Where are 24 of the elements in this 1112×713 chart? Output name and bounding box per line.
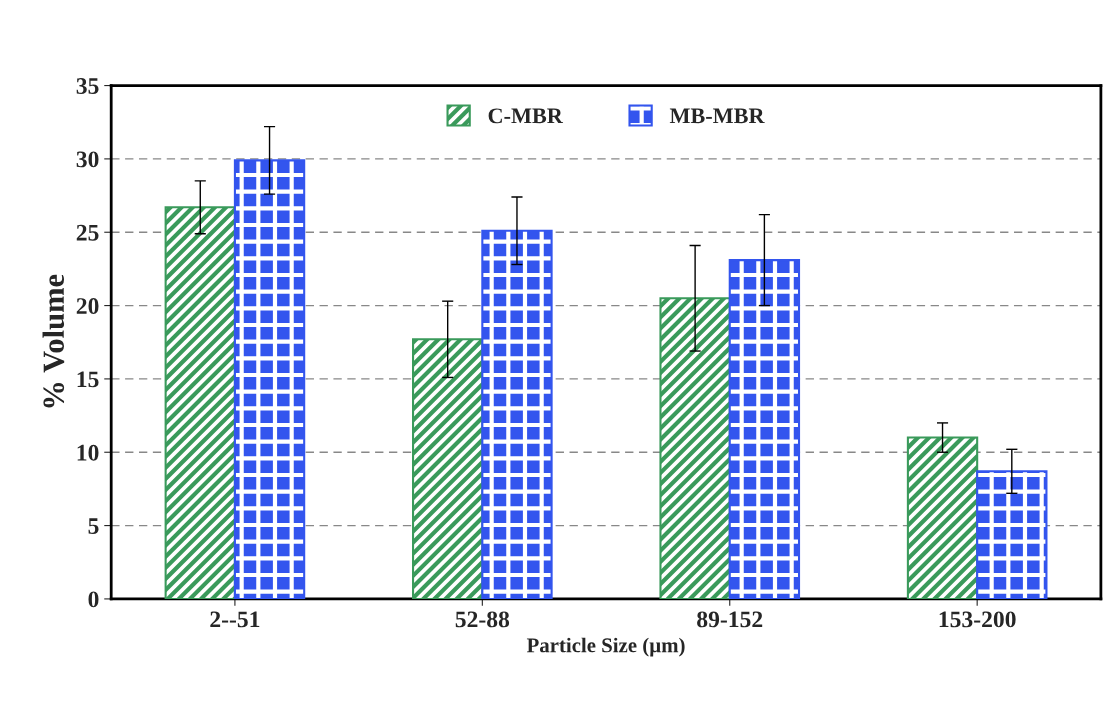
y-tick-label: 30 bbox=[76, 151, 99, 168]
bar bbox=[164, 206, 236, 599]
x-tick-label: 52-88 bbox=[455, 611, 510, 628]
x-tick-label: 153-200 bbox=[939, 611, 1016, 628]
y-tick-label: 15 bbox=[77, 371, 99, 388]
x-tick-label: 2--51 bbox=[210, 611, 260, 628]
y-tick-label: 5 bbox=[88, 518, 99, 535]
x-axis-title: Particle Size (µm) bbox=[526, 637, 685, 657]
bar bbox=[728, 259, 801, 599]
y-tick-label: 10 bbox=[77, 444, 99, 461]
x-tick-label: 89-152 bbox=[697, 611, 763, 628]
bar bbox=[412, 338, 484, 599]
y-tick-label: 35 bbox=[76, 78, 99, 94]
bar bbox=[659, 297, 731, 599]
bar bbox=[976, 470, 1048, 599]
bar bbox=[906, 436, 979, 599]
y-tick-label: 20 bbox=[76, 298, 99, 314]
legend-label: C-MBR bbox=[488, 108, 564, 124]
bar bbox=[481, 229, 553, 599]
y-axis-title: % Volume bbox=[42, 274, 65, 408]
y-tick-label: 25 bbox=[76, 224, 99, 241]
legend-label: MB-MBR bbox=[669, 108, 765, 124]
bar bbox=[233, 159, 306, 599]
y-tick-label: 0 bbox=[88, 591, 99, 608]
